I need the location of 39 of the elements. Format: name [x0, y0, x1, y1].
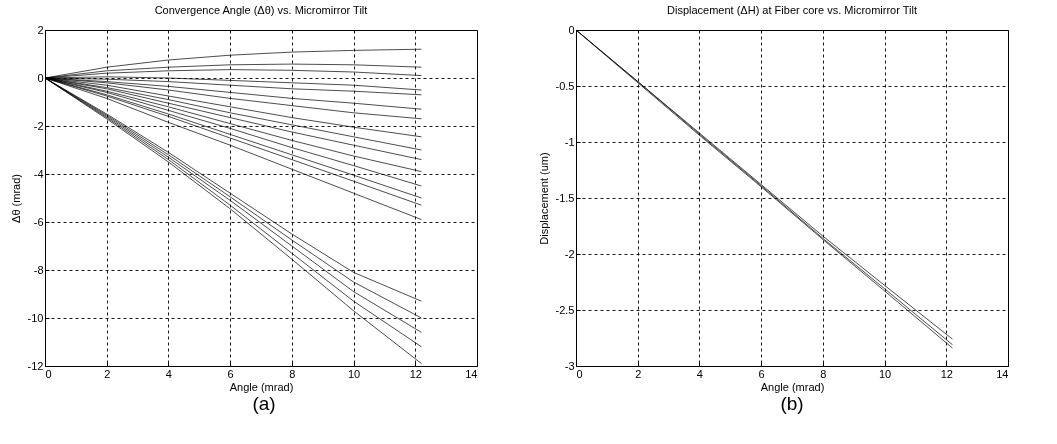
chart-title: Displacement (ΔH) at Fiber core vs. Micromirror Tilt	[667, 4, 917, 16]
x-tick-label: 0	[45, 367, 52, 380]
y-tick-label: -6	[33, 215, 44, 228]
y-tick-label: -4	[33, 167, 44, 180]
x-tick-label: 4	[696, 367, 703, 380]
x-tick-label: 0	[576, 367, 583, 380]
text: (a)	[251, 393, 277, 415]
y-tick-label: -10	[27, 311, 44, 324]
y-tick-label: -1	[564, 135, 575, 148]
x-tick-label: 4	[165, 367, 172, 380]
x-tick-label: 6	[227, 367, 234, 380]
y-tick-label: -2	[564, 247, 575, 260]
x-tick-label: 14	[996, 367, 1009, 380]
y-tick-label: -12	[27, 359, 44, 372]
y-tick-label: 0	[568, 23, 575, 36]
x-tick-label: 2	[635, 367, 642, 380]
chart-title: Convergence Angle (Δθ) vs. Micromirror Tilt	[154, 4, 368, 16]
y-axis-title: Δθ (mrad)	[9, 174, 22, 223]
x-tick-label: 10	[878, 367, 892, 380]
y-tick-label: 0	[37, 71, 44, 84]
y-tick-label: -3	[564, 359, 575, 372]
x-axis-title: Angle (mrad)	[760, 380, 825, 393]
y-tick-label: 2	[37, 23, 44, 36]
x-tick-label: 8	[289, 367, 296, 380]
y-tick-label: -8	[33, 263, 44, 276]
y-tick-label: -1.5	[555, 191, 575, 204]
y-tick-label: -0.5	[555, 79, 575, 92]
y-axis-title: Displacement (um)	[537, 152, 550, 245]
text: (b)	[779, 393, 805, 415]
x-tick-label: 6	[758, 367, 765, 380]
x-tick-label: 8	[820, 367, 827, 380]
x-tick-label: 10	[347, 367, 361, 380]
y-tick-label: -2.5	[555, 303, 575, 316]
x-tick-label: 12	[409, 367, 422, 380]
x-tick-label: 2	[104, 367, 111, 380]
y-tick-label: -2	[33, 119, 44, 132]
x-axis-title: Angle (mrad)	[229, 380, 294, 393]
x-tick-label: 12	[940, 367, 953, 380]
x-tick-label: 14	[465, 367, 478, 380]
